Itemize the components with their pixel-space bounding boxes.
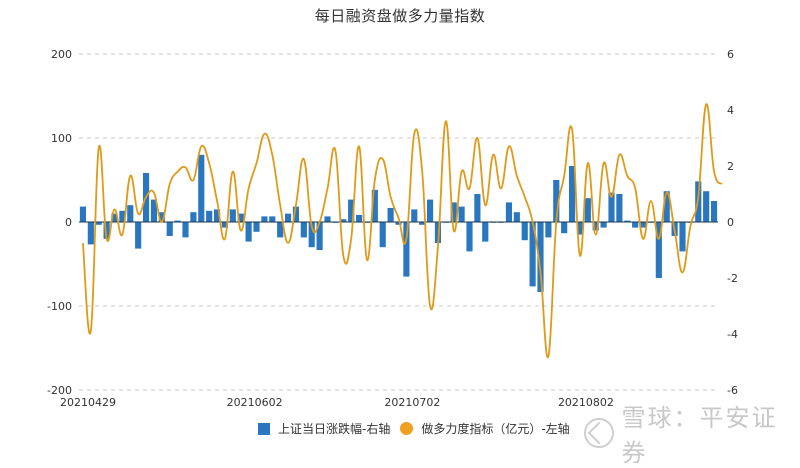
bar <box>616 194 622 222</box>
right-tick-label: 6 <box>727 48 734 61</box>
watermark-text: 雪球：平安证券 <box>622 398 800 468</box>
bar <box>324 216 330 222</box>
bar <box>711 201 717 222</box>
left-tick-label: 0 <box>65 216 72 229</box>
bar <box>506 202 512 222</box>
bar <box>198 155 204 222</box>
bar <box>585 198 591 222</box>
bar <box>190 212 196 222</box>
legend-bar-label: 上证当日涨跌幅-右轴 <box>278 420 390 437</box>
x-tick-label: 20210602 <box>227 396 283 409</box>
watermark: 雪球：平安证券 <box>584 398 800 468</box>
circle-swatch-icon <box>400 422 413 435</box>
right-tick-label: 4 <box>727 104 734 117</box>
left-tick-label: 100 <box>51 132 72 145</box>
right-tick-label: -2 <box>727 272 738 285</box>
bar <box>127 205 133 222</box>
bar <box>427 200 433 222</box>
bar <box>514 212 520 222</box>
bar <box>301 222 307 237</box>
left-tick-label: -100 <box>47 300 72 313</box>
right-tick-label: -6 <box>727 384 738 397</box>
bar <box>88 222 94 244</box>
bar <box>632 222 638 228</box>
bar <box>482 222 488 242</box>
bar-swatch-icon <box>258 423 270 435</box>
right-tick-label: 2 <box>727 160 734 173</box>
right-tick-label: -4 <box>727 328 738 341</box>
legend-item-line[interactable]: 做多力度指标（亿元）-左轴 <box>400 420 569 437</box>
bar <box>411 209 417 222</box>
bar <box>253 222 259 232</box>
bar <box>246 222 252 242</box>
line-series <box>83 104 722 357</box>
bar <box>466 222 472 251</box>
bar <box>679 222 685 251</box>
bar <box>601 222 607 228</box>
bar <box>703 191 709 222</box>
legend-line-label: 做多力度指标（亿元）-左轴 <box>421 420 569 437</box>
right-axis: 6 4 2 0 -2 -4 -6 <box>727 48 738 397</box>
bar <box>388 208 394 222</box>
x-tick-label: 20210429 <box>60 396 116 409</box>
bar <box>380 222 386 247</box>
bar-series <box>80 155 717 292</box>
bar <box>403 222 409 277</box>
bar <box>522 222 528 240</box>
bar <box>459 207 465 222</box>
legend: 上证当日涨跌幅-右轴 做多力度指标（亿元）-左轴 <box>258 420 580 437</box>
bar <box>80 207 86 222</box>
x-tick-label: 20210702 <box>384 396 440 409</box>
right-tick-label: 0 <box>727 216 734 229</box>
bar <box>545 222 551 237</box>
bar <box>561 222 567 233</box>
bar <box>230 209 236 222</box>
bar <box>167 222 173 236</box>
bar <box>261 216 267 222</box>
bar <box>135 222 141 249</box>
bar <box>269 216 275 222</box>
bar <box>182 222 188 237</box>
bar <box>285 214 291 222</box>
legend-item-bar[interactable]: 上证当日涨跌幅-右轴 <box>258 420 390 437</box>
left-tick-label: 200 <box>51 48 72 61</box>
bar <box>474 194 480 222</box>
bar <box>356 215 362 222</box>
bar <box>206 211 212 222</box>
